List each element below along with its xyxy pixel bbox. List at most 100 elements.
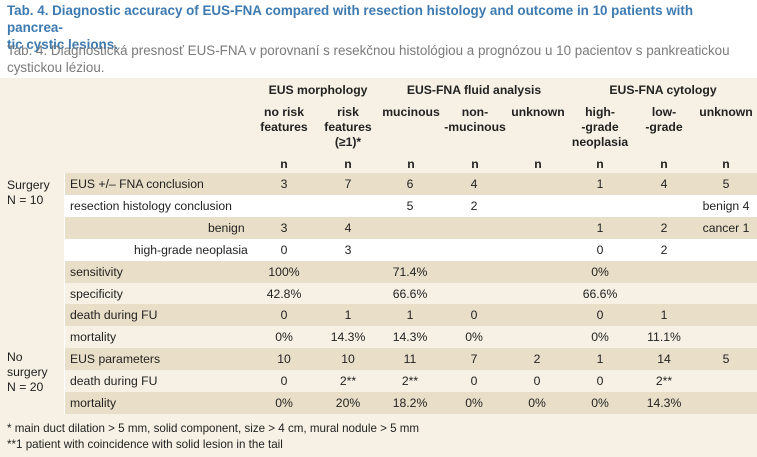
group-fluid-analysis: EUS-FNA fluid analysis: [406, 83, 542, 97]
table-row: [0, 282, 757, 305]
table-row: [0, 392, 757, 415]
table-cell: 3: [280, 177, 288, 191]
table-row: [0, 194, 757, 218]
table-cell: 2: [470, 198, 478, 213]
table-cell: 1: [596, 177, 604, 191]
row-label: death during FU: [70, 374, 158, 389]
table-cell: 0: [596, 374, 604, 389]
header-band: [0, 78, 757, 173]
col-header-non-mucinous: non- -mucinous: [444, 105, 506, 134]
table-cell: 0: [596, 308, 604, 323]
table-cell: 14.3%: [330, 330, 366, 345]
col-header-low-grade: low- -grade: [645, 105, 683, 134]
table-cell: 66.6%: [582, 286, 618, 301]
table-cell: 1: [596, 220, 604, 235]
col-header-no-risk: no risk features: [260, 105, 308, 134]
table-subtitle: Tab. 4. Diagnostická presnosť EUS-FNA v …: [7, 42, 752, 76]
table-title: Tab. 4. Diagnostic accuracy of EUS-FNA c…: [7, 2, 752, 53]
table-cell: 4: [660, 177, 668, 191]
table-cell: cancer 1: [702, 220, 750, 235]
table-cell: 18.2%: [392, 396, 428, 410]
table-cell: 0%: [275, 330, 293, 345]
table-row: [0, 173, 757, 196]
table-cell: 7: [344, 177, 352, 191]
footnote-1: * main duct dilation > 5 mm, solid compo…: [7, 422, 420, 435]
table-cell: 1: [596, 352, 604, 367]
title-line-1: Tab. 4. Diagnostic accuracy of EUS-FNA c…: [7, 3, 694, 35]
table-cell: 10: [277, 352, 291, 367]
table-cell: 0%: [275, 396, 293, 410]
table-cell: 10: [341, 352, 355, 367]
row-label: EUS +/– FNA conclusion: [70, 177, 204, 191]
row-label: sensitivity: [70, 264, 123, 279]
row-label: death during FU: [70, 308, 158, 323]
table-row: [0, 216, 757, 240]
n-label: n: [660, 157, 668, 171]
table-cell: 2**: [655, 374, 673, 389]
table-cell: 11: [403, 352, 417, 367]
col-header-unknown-fluid: unknown: [511, 105, 565, 119]
row-label: EUS parameters: [70, 352, 161, 367]
table-cell: 0: [470, 374, 478, 389]
table-cell: 2: [533, 352, 541, 367]
table-cell: 1: [406, 308, 414, 323]
table-cell: 5: [722, 352, 730, 367]
table-cell: 4: [470, 177, 478, 191]
row-label: specificity: [70, 286, 123, 301]
table-cell: 0%: [528, 396, 546, 410]
n-label: n: [407, 157, 415, 171]
group-eus-morphology: EUS morphology: [268, 83, 368, 97]
table-cell: 0%: [465, 330, 483, 345]
table-cell: 14.3%: [392, 330, 428, 345]
table-cell: 2: [660, 242, 668, 257]
table-cell: 0: [280, 308, 288, 323]
row-label: high-grade neoplasia: [134, 242, 248, 257]
nosurgery-side-cell: [0, 348, 64, 414]
table-cell: 1: [660, 308, 668, 323]
table-row: [0, 348, 757, 371]
table-cell: 0: [280, 374, 288, 389]
table-cell: 71.4%: [392, 264, 428, 279]
row-label: resection histology conclusion: [70, 198, 232, 213]
table-row: [0, 326, 757, 349]
col-header-unknown-cyto: unknown: [699, 105, 753, 119]
table-cell: 2: [660, 220, 668, 235]
subtitle-line-2: cystickou léziou.: [7, 60, 105, 75]
table-row: [0, 370, 757, 393]
table-cell: 4: [344, 220, 352, 235]
n-label: n: [471, 157, 479, 171]
table-cell: 0: [596, 242, 604, 257]
table-cell: 2**: [401, 374, 419, 389]
col-header-risk: risk features (≥1)*: [324, 105, 372, 149]
table-row: [0, 304, 757, 327]
table-cell: 0%: [465, 396, 483, 410]
table-cell: 11.1%: [647, 330, 681, 345]
table-cell: 66.6%: [392, 286, 428, 301]
table-cell: 7: [470, 352, 478, 367]
table-cell: 42.8%: [266, 286, 302, 301]
table-cell: 20%: [335, 396, 361, 410]
table-cell: 0%: [591, 330, 609, 345]
n-label: n: [344, 157, 352, 171]
surgery-side-cell: [0, 173, 64, 349]
table-cell: 14: [657, 352, 671, 367]
table-cell: 6: [406, 177, 414, 191]
table-cell: 0: [470, 308, 478, 323]
table-cell: 0: [280, 242, 288, 257]
table-cell: 14.3%: [646, 396, 682, 410]
table-cell: 0%: [591, 396, 609, 410]
group-cytology: EUS-FNA cytology: [609, 83, 717, 97]
nosurgery-label: No surgery N = 20: [7, 350, 48, 394]
table-cell: 0: [533, 374, 541, 389]
table-cell: 100%: [268, 264, 300, 279]
footnote-band: [0, 414, 757, 457]
row-label: benign: [208, 220, 245, 235]
surgery-label: Surgery N = 10: [7, 178, 50, 207]
table-row: [0, 260, 757, 283]
table-cell: 0%: [591, 264, 609, 279]
table-cell: 5: [406, 198, 414, 213]
table-row: [0, 238, 757, 262]
n-label: n: [280, 157, 288, 171]
n-label: n: [534, 157, 542, 171]
col-header-high-grade: high- -grade neoplasia: [571, 105, 629, 149]
